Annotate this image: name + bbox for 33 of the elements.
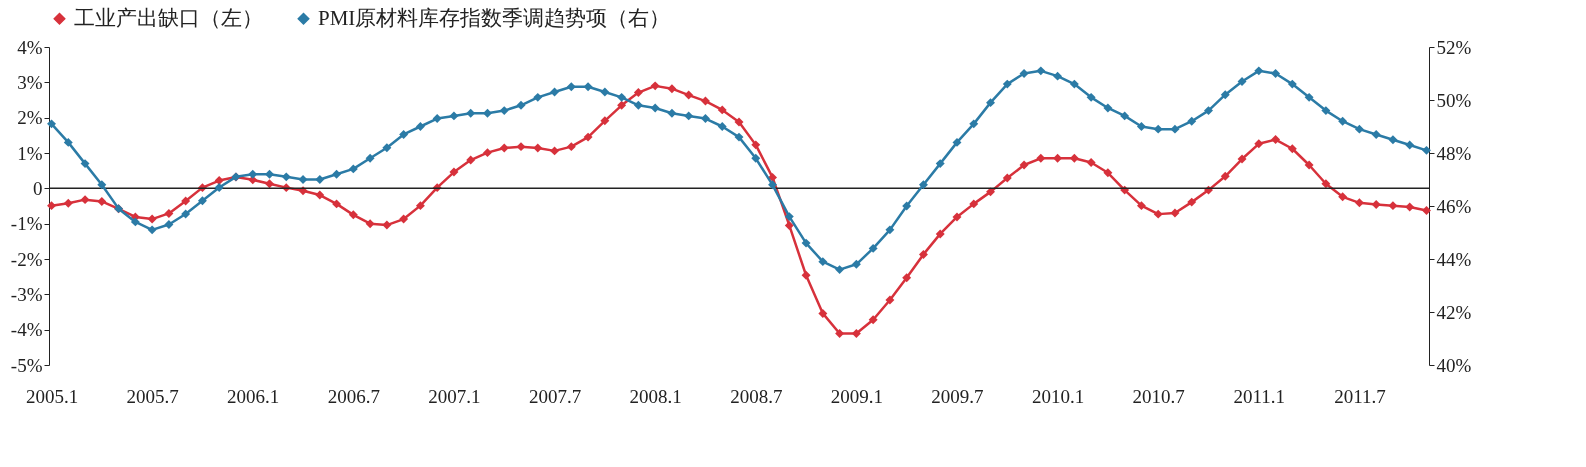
x-tick-label: 2008.7: [730, 385, 783, 407]
y-tick-label: -4%: [10, 319, 43, 341]
y-tick-label: 2%: [17, 107, 43, 129]
y-tick-label: -5%: [10, 354, 43, 376]
y-tick-label: 1%: [17, 142, 43, 164]
x-tick-label: 2007.1: [428, 385, 481, 407]
y2-tick-label: 44%: [1436, 248, 1472, 270]
x-tick-label: 2009.1: [830, 385, 883, 407]
x-tick-label: 2010.1: [1031, 385, 1085, 407]
y2-tick-label: 42%: [1436, 301, 1472, 323]
x-tick-label: 2006.7: [327, 385, 380, 407]
y2-tick-label: 48%: [1436, 142, 1472, 164]
y2-tick-label: 50%: [1436, 89, 1472, 111]
x-tick-label: 2005.1: [25, 385, 79, 407]
y2-tick-label: 40%: [1436, 354, 1472, 376]
y-tick-label: 4%: [17, 36, 43, 58]
x-tick-label: 2008.1: [629, 385, 682, 407]
x-tick-label: 2011.7: [1334, 385, 1386, 407]
y-tick-label: -1%: [10, 213, 43, 235]
y-tick-label: -3%: [10, 283, 43, 305]
y-tick-label: 0: [33, 177, 43, 199]
legend-label: 工业产出缺口（左）: [74, 5, 263, 30]
x-tick-label: 2009.7: [931, 385, 984, 407]
x-tick-label: 2005.7: [126, 385, 179, 407]
x-tick-label: 2011.1: [1233, 385, 1286, 407]
y2-tick-label: 46%: [1436, 195, 1472, 217]
legend-label: PMI原材料库存指数季调趋势项（右）: [318, 5, 671, 30]
y-tick-label: 3%: [17, 71, 43, 93]
x-tick-label: 2007.7: [528, 385, 582, 407]
y2-tick-label: 52%: [1436, 36, 1472, 58]
y-tick-label: -2%: [10, 248, 43, 270]
x-tick-label: 2006.1: [227, 385, 280, 407]
x-tick-label: 2010.7: [1132, 385, 1185, 407]
